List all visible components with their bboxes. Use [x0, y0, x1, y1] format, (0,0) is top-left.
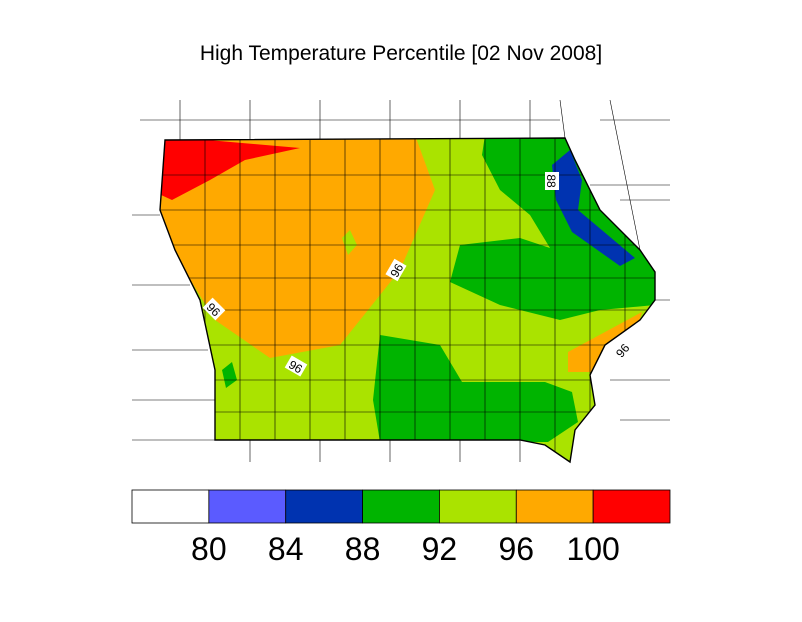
label-text: 88: [544, 174, 558, 188]
colorbar-tick-label: 88: [345, 531, 381, 567]
fill-96-island: [342, 230, 357, 255]
contour-label: 96: [284, 355, 308, 377]
colorbar-tick-label: 100: [566, 531, 619, 567]
fill-88: [552, 150, 635, 266]
fill-100: [160, 138, 435, 358]
colorbar-box: [592, 489, 671, 524]
contour-label: 88: [544, 172, 559, 190]
label-text: 96: [387, 261, 406, 280]
label-box: [284, 355, 308, 377]
state-outline: [159, 137, 656, 464]
label-box: [385, 258, 407, 282]
colorbar-tick-label: 84: [268, 531, 304, 567]
contour-label: 96: [385, 258, 407, 282]
label-box: [202, 297, 226, 321]
colorbar-box: [208, 489, 287, 524]
colorbar-box: [362, 489, 440, 524]
colorbar-tick-label: 92: [422, 531, 458, 567]
colorbar-box: [515, 489, 594, 524]
colorbar: 80 84 88 92 96 100: [131, 489, 671, 567]
county-lines: [160, 138, 655, 462]
fill-100-se: [568, 312, 642, 372]
colorbar-box: [439, 489, 517, 524]
colorbar-tick-label: 80: [191, 531, 227, 567]
label-text: 96: [286, 357, 305, 376]
fill-92-island: [222, 362, 237, 388]
colorbar-box: [131, 489, 210, 524]
fill-92-se: [373, 335, 578, 442]
fill-above: [160, 138, 300, 200]
contour-labels: 88 96 96 96 96: [202, 172, 634, 377]
contour-label: 96: [202, 297, 226, 321]
contour-label: 96: [610, 338, 634, 362]
map-title: High Temperature Percentile [02 Nov 2008…: [200, 42, 602, 65]
colorbar-box: [285, 489, 363, 524]
label-box: [545, 172, 559, 190]
iowa-field: [160, 138, 655, 462]
colorbar-tick-label: 96: [498, 531, 534, 567]
label-box: [610, 338, 634, 362]
